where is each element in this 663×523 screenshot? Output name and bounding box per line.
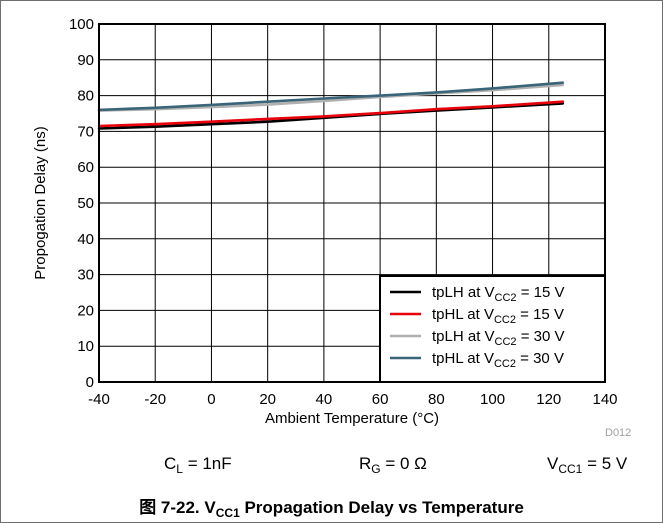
figure-caption: 图 7-22. VCC1 Propagation Delay vs Temper…	[139, 498, 524, 520]
figure-code: D012	[605, 427, 632, 439]
legend-label-2: tpHL at VCC2 = 15 V	[432, 306, 564, 326]
series-line-4	[97, 81, 565, 112]
y-tick-label: 90	[77, 52, 94, 69]
y-tick-label: 50	[77, 195, 94, 212]
x-tick-label: 40	[316, 391, 333, 408]
x-tick-label: 0	[207, 391, 215, 408]
y-tick-label: 20	[77, 302, 94, 319]
x-tick-label: 60	[372, 391, 389, 408]
condition-gate-resistance: RG = 0 Ω	[359, 454, 427, 476]
x-tick-label: 140	[592, 391, 617, 408]
condition-load-capacitance: CL = 1nF	[164, 454, 232, 476]
series-line-2	[97, 100, 565, 128]
legend-label-3: tpLH at VCC2 = 30 V	[432, 328, 565, 348]
y-tick-label: 80	[77, 88, 94, 105]
y-axis-title: Propogation Delay (ns)	[32, 126, 49, 279]
y-tick-label: 40	[77, 231, 94, 248]
series-line-3	[97, 83, 565, 112]
legend-box	[379, 275, 606, 383]
plot-border	[98, 23, 606, 383]
x-tick-label: -40	[88, 391, 110, 408]
y-tick-label: 0	[86, 374, 94, 391]
x-tick-label: 100	[480, 391, 505, 408]
y-tick-label: 70	[77, 123, 94, 140]
legend-label-4: tpHL at VCC2 = 30 V	[432, 350, 564, 370]
x-tick-label: -20	[144, 391, 166, 408]
condition-supply-voltage: VCC1 = 5 V	[547, 454, 628, 476]
y-tick-label: 60	[77, 159, 94, 176]
x-tick-label: 120	[536, 391, 561, 408]
x-axis-title: Ambient Temperature (°C)	[265, 410, 439, 427]
legend-label-1: tpLH at VCC2 = 15 V	[432, 284, 565, 304]
y-tick-label: 30	[77, 267, 94, 284]
x-tick-label: 80	[428, 391, 445, 408]
y-tick-label: 100	[69, 16, 94, 33]
x-tick-label: 20	[259, 391, 276, 408]
y-tick-label: 10	[77, 338, 94, 355]
